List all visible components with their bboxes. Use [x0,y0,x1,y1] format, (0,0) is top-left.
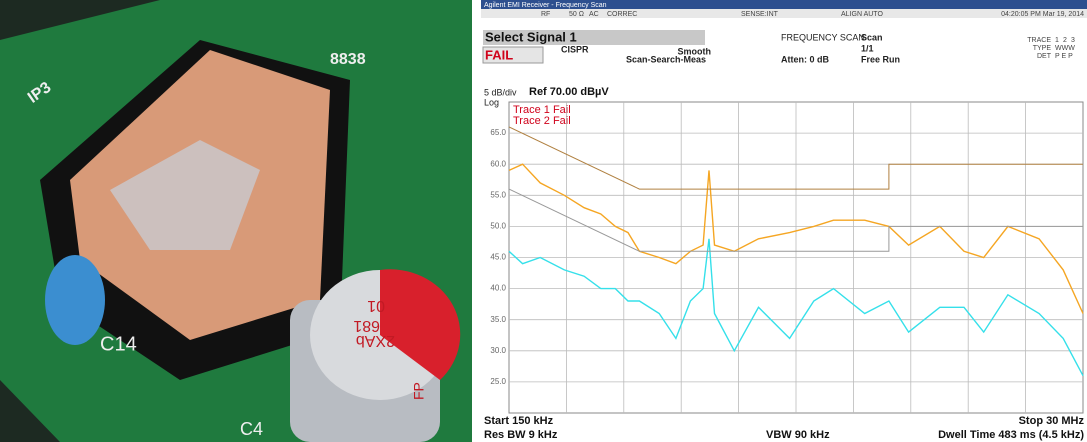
dwell: Dwell Time 483 ms (4.5 kHz) [938,429,1084,441]
capacitor-label: 01 [367,297,385,314]
pcb-label: 8838 [330,51,366,68]
atten: Atten: 0 dB [781,54,829,64]
capacitor-label: 2XAb [356,332,395,349]
trace [508,238,1084,377]
pcb-label: C4 [240,419,263,439]
mode: Scan-Search-Meas [626,54,706,64]
log-label: Log [484,97,499,107]
y-tick-label: 45.0 [490,253,506,262]
capacitor-label: FP [411,382,427,400]
screen-bg [481,0,1087,442]
ref-label: Ref 70.00 dBµV [529,86,609,98]
status: CORREC [607,11,637,18]
title-bar [481,0,1087,9]
det-label: DET [1037,53,1052,60]
result-box [482,46,544,64]
select-box [483,30,705,45]
trace-num: 2 [1063,37,1067,44]
timestamp: 04:20:05 PM Mar 19, 2014 [1001,11,1084,18]
trace-label: TRACE [1027,37,1051,44]
y-tick-label: 65.0 [490,128,506,137]
rbw: Res BW 9 kHz [484,429,558,441]
y-tick-label: 40.0 [490,284,506,293]
analyzer-screen: Agilent EMI Receiver - Frequency Scan RF… [481,0,1087,442]
status: RF [541,11,550,18]
status: AC [589,11,599,18]
start-freq: Start 150 kHz [484,415,554,427]
standard: CISPR [561,44,589,54]
scan-title: FREQUENCY SCAN [781,32,865,42]
status: ALIGN AUTO [841,11,883,18]
scale-label: 5 dB/div [484,87,517,97]
select-signal: Select Signal 1 [485,29,577,44]
window-title: Agilent EMI Receiver - Frequency Scan [484,2,607,9]
det-value: P E P [1055,53,1073,60]
annotation: Trace 1 Fail [513,104,571,116]
status: 50 Ω [569,11,584,18]
type-label: TYPE [1033,45,1052,52]
capacitor-stripe [380,269,461,380]
smooth: Smooth [678,46,712,56]
status: SENSE:INT [741,11,779,18]
trace [508,188,1083,252]
y-tick-label: 50.0 [490,222,506,231]
photo: 8838 IP3 C14 2XAb 681 01 FP C4 [0,0,472,442]
status-bar [481,9,1087,18]
count: 1/1 [861,43,874,53]
vbw: VBW 90 kHz [766,429,830,441]
capacitor-label: 681 [353,317,380,334]
y-capacitor [45,255,105,345]
trace-num: 1 [1055,37,1059,44]
result: FAIL [485,47,513,62]
run: Free Run [861,54,900,64]
trace-num: 3 [1071,37,1075,44]
pcb-label: C14 [100,333,137,355]
y-tick-label: 35.0 [490,315,506,324]
scan: Scan [861,32,883,42]
trace [508,163,1084,314]
type-value: WWW [1055,45,1075,52]
y-tick-label: 25.0 [490,377,506,386]
trace [508,126,1083,190]
y-tick-label: 55.0 [490,190,506,199]
plot: 65.0 60.0 55.0 50.0 45.0 40.0 35.0 30.0 25.0 [490,101,1084,414]
solder-foil [110,140,260,250]
y-tick-label: 60.0 [490,159,506,168]
stop-freq: Stop 30 MHz [1019,415,1085,427]
y-tick-label: 30.0 [490,346,506,355]
annotation: Trace 2 Fail [513,115,571,127]
